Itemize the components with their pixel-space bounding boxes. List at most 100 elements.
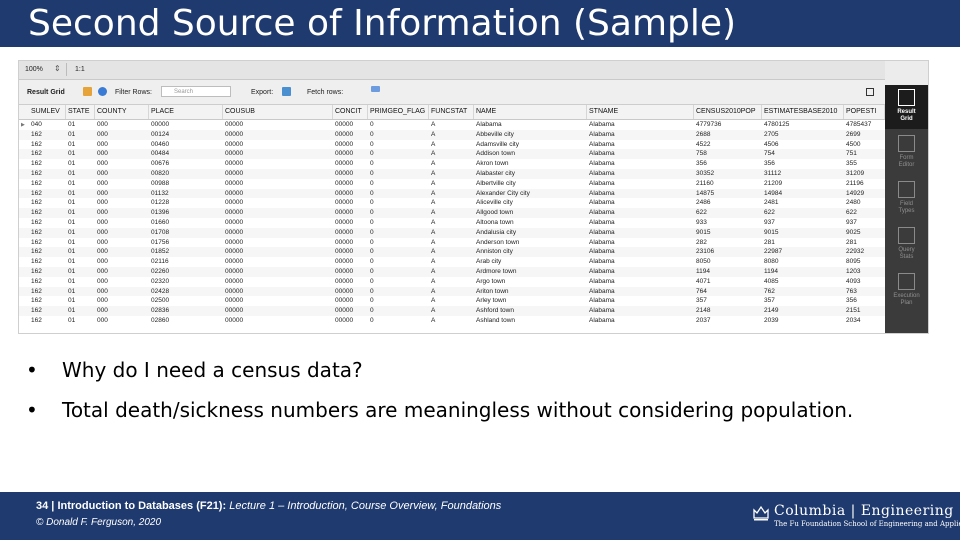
table-cell[interactable]: 01 — [68, 170, 76, 177]
table-cell[interactable]: 01 — [68, 277, 76, 285]
table-cell[interactable]: Altoona town — [476, 219, 514, 226]
table-cell[interactable]: 1194 — [764, 268, 778, 275]
table-cell[interactable]: Alabama — [589, 130, 615, 138]
table-cell[interactable]: 00460 — [151, 140, 170, 148]
side-panel-item[interactable]: Field Types — [885, 177, 928, 221]
table-cell[interactable]: 355 — [846, 160, 857, 168]
table-cell[interactable]: 14875 — [696, 189, 715, 197]
table-cell[interactable]: 00000 — [225, 258, 244, 266]
table-cell[interactable]: 762 — [764, 287, 775, 295]
table-cell[interactable]: 0 — [370, 297, 374, 305]
table-cell[interactable]: 000 — [97, 277, 108, 285]
table-cell[interactable]: 000 — [97, 248, 108, 256]
table-cell[interactable]: 622 — [846, 209, 857, 217]
table-cell[interactable]: 0 — [370, 219, 374, 226]
table-cell[interactable]: 00000 — [335, 130, 354, 138]
table-cell[interactable]: Alabama — [589, 199, 615, 207]
table-cell[interactable]: 0 — [370, 209, 374, 217]
table-cell[interactable]: 21160 — [696, 179, 714, 187]
table-cell[interactable]: 00820 — [151, 170, 170, 177]
table-cell[interactable]: 00124 — [151, 130, 170, 138]
table-cell[interactable]: 356 — [764, 160, 775, 168]
table-cell[interactable]: 01 — [68, 209, 76, 217]
zoom-stepper-icon[interactable]: ⇕ — [54, 64, 61, 73]
table-cell[interactable]: 2481 — [764, 199, 779, 207]
table-cell[interactable]: Alabama — [589, 287, 615, 295]
table-cell[interactable]: A — [431, 199, 436, 207]
table-cell[interactable]: 0 — [370, 317, 374, 324]
table-cell[interactable]: Albertville city — [476, 179, 516, 187]
refresh-icon[interactable] — [98, 87, 107, 96]
table-cell[interactable]: 2705 — [764, 130, 779, 138]
table-cell[interactable]: 30352 — [696, 170, 715, 177]
table-cell[interactable]: A — [431, 160, 436, 168]
table-cell[interactable]: 00000 — [225, 287, 244, 295]
table-row[interactable]: 162 01 000 02116 00000 00000 0 A Arab city Alabam… — [19, 257, 885, 267]
table-cell[interactable]: 162 — [31, 307, 42, 315]
table-cell[interactable]: Alabama — [589, 160, 615, 168]
table-cell[interactable]: 8050 — [696, 258, 711, 266]
side-panel-item[interactable]: Result Grid — [885, 85, 928, 129]
table-cell[interactable]: 01 — [68, 258, 76, 266]
table-cell[interactable]: Alabama — [589, 150, 615, 158]
table-cell[interactable]: 758 — [696, 150, 707, 158]
table-cell[interactable]: 00000 — [151, 121, 170, 128]
table-cell[interactable]: 356 — [696, 160, 707, 168]
table-cell[interactable]: 000 — [97, 268, 108, 275]
table-cell[interactable]: Abbeville city — [476, 130, 514, 138]
table-cell[interactable]: 00000 — [225, 307, 244, 315]
table-cell[interactable]: 000 — [97, 130, 108, 138]
table-cell[interactable]: 356 — [846, 297, 857, 305]
table-cell[interactable]: 01228 — [151, 199, 170, 207]
table-cell[interactable]: A — [431, 150, 436, 158]
table-cell[interactable]: A — [431, 219, 436, 226]
table-cell[interactable]: 00000 — [335, 179, 354, 187]
table-cell[interactable]: 162 — [31, 228, 42, 236]
table-cell[interactable]: A — [431, 238, 436, 246]
table-cell[interactable]: Aliceville city — [476, 199, 513, 207]
table-cell[interactable]: 2699 — [846, 130, 861, 138]
table-cell[interactable]: Alabama — [589, 307, 615, 315]
table-cell[interactable]: 02860 — [151, 317, 170, 324]
column-header[interactable]: STATE — [66, 105, 95, 119]
table-cell[interactable]: 763 — [846, 287, 857, 295]
table-cell[interactable]: 4071 — [696, 277, 711, 285]
table-cell[interactable]: 000 — [97, 317, 108, 324]
table-cell[interactable]: Ashland town — [476, 317, 516, 324]
table-cell[interactable]: 162 — [31, 238, 42, 246]
table-cell[interactable]: 02500 — [151, 297, 170, 305]
table-cell[interactable]: 00000 — [335, 160, 354, 168]
table-cell[interactable]: 00000 — [335, 238, 354, 246]
table-cell[interactable]: 162 — [31, 287, 42, 295]
table-cell[interactable]: 000 — [97, 160, 108, 168]
table-cell[interactable]: 01396 — [151, 209, 170, 217]
table-cell[interactable]: 162 — [31, 209, 42, 217]
table-cell[interactable]: 162 — [31, 199, 42, 207]
table-cell[interactable]: 0 — [370, 140, 374, 148]
table-cell[interactable]: 01756 — [151, 238, 170, 246]
table-cell[interactable]: 22987 — [764, 248, 783, 256]
table-cell[interactable]: 00000 — [225, 268, 244, 275]
table-cell[interactable]: 01 — [68, 307, 76, 315]
table-cell[interactable]: 622 — [696, 209, 707, 217]
column-header[interactable]: COUNTY — [95, 105, 149, 119]
table-cell[interactable]: 00000 — [335, 307, 354, 315]
table-row[interactable]: 162 01 000 01396 00000 00000 0 A Allgood town Ala… — [19, 208, 885, 218]
column-header[interactable]: FUNCSTAT — [429, 105, 474, 119]
filter-search-input[interactable]: Search — [161, 86, 231, 97]
column-header[interactable]: POPESTI — [844, 105, 885, 119]
table-cell[interactable]: 00000 — [335, 317, 354, 324]
table-cell[interactable]: 000 — [97, 140, 108, 148]
table-cell[interactable]: 00000 — [225, 189, 244, 197]
table-row[interactable]: 162 01 000 02860 00000 00000 0 A Ashland town Ala… — [19, 316, 885, 326]
table-cell[interactable]: 21209 — [764, 179, 783, 187]
table-cell[interactable]: 01 — [68, 121, 76, 128]
table-cell[interactable]: 00000 — [225, 209, 244, 217]
table-cell[interactable]: 000 — [97, 179, 108, 187]
table-cell[interactable]: 4500 — [846, 140, 861, 148]
table-cell[interactable]: 00000 — [335, 297, 354, 305]
column-header[interactable]: ESTIMATESBASE2010 — [762, 105, 844, 119]
table-cell[interactable]: 00000 — [225, 150, 244, 158]
table-cell[interactable]: 02320 — [151, 277, 170, 285]
table-cell[interactable]: Ashford town — [476, 307, 514, 315]
